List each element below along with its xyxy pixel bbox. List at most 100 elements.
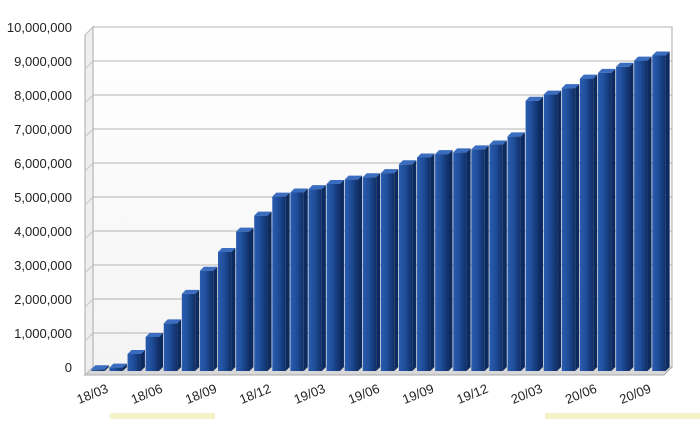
bar-front bbox=[435, 154, 449, 371]
bar bbox=[525, 96, 543, 371]
bar-front bbox=[489, 144, 503, 371]
bar-top bbox=[236, 227, 254, 232]
bar-series bbox=[91, 51, 670, 372]
bar bbox=[362, 173, 381, 371]
bar bbox=[507, 132, 525, 371]
bar-side bbox=[647, 56, 652, 371]
bar-front bbox=[362, 177, 377, 371]
y-tick-label: 4,000,000 bbox=[14, 224, 72, 239]
x-tick-label: 18/09 bbox=[183, 381, 219, 407]
bar-side bbox=[611, 68, 616, 371]
bar-side bbox=[575, 84, 580, 372]
bar-top bbox=[597, 68, 616, 73]
gridline-depth bbox=[84, 60, 94, 70]
bar-side bbox=[394, 169, 399, 371]
bar-side bbox=[303, 188, 308, 371]
bar-front bbox=[326, 184, 340, 371]
bar-top bbox=[91, 365, 109, 370]
bar bbox=[145, 333, 164, 371]
bar-top bbox=[145, 333, 164, 337]
bar-side bbox=[448, 150, 453, 371]
bar-top bbox=[525, 96, 543, 101]
bar-side bbox=[593, 74, 598, 371]
bar-top bbox=[507, 132, 525, 137]
x-tick-label: 20/06 bbox=[563, 381, 599, 407]
bar-side bbox=[376, 173, 381, 371]
bar-front bbox=[652, 55, 666, 371]
bar-side bbox=[412, 160, 417, 371]
bar-top bbox=[398, 160, 417, 165]
bar-front bbox=[561, 88, 576, 372]
bar-top bbox=[308, 185, 326, 190]
bar-front bbox=[543, 94, 558, 371]
bar bbox=[326, 180, 344, 371]
bar-front bbox=[272, 196, 286, 371]
bar-side bbox=[538, 96, 543, 371]
bar-side bbox=[104, 365, 109, 371]
bar-top bbox=[561, 84, 580, 89]
bar bbox=[236, 227, 254, 371]
gridline-depth bbox=[84, 128, 94, 138]
bar bbox=[579, 74, 598, 371]
x-tick-label: 18/06 bbox=[129, 381, 165, 407]
bar-front bbox=[236, 231, 250, 371]
bar-side bbox=[267, 211, 272, 371]
gridline-depth bbox=[84, 332, 94, 342]
bar-top bbox=[344, 175, 363, 180]
bar bbox=[561, 84, 580, 372]
bar bbox=[344, 175, 363, 371]
bar bbox=[163, 319, 182, 371]
bar-front bbox=[344, 179, 359, 371]
highlight-strip bbox=[545, 413, 700, 419]
bar-front bbox=[91, 369, 105, 371]
bar-front bbox=[597, 72, 612, 371]
bar bbox=[453, 148, 471, 371]
bar-front bbox=[308, 189, 322, 371]
bar-front bbox=[380, 173, 395, 371]
x-tick-label: 19/09 bbox=[400, 381, 436, 407]
bar-front bbox=[127, 354, 141, 371]
bar bbox=[634, 56, 652, 372]
bar bbox=[435, 150, 453, 371]
bar bbox=[652, 51, 670, 371]
gridline-depth bbox=[84, 264, 94, 274]
bar bbox=[597, 68, 616, 371]
bar-top bbox=[634, 56, 652, 61]
bar-top bbox=[616, 62, 634, 67]
y-tick-label: 1,000,000 bbox=[14, 326, 72, 341]
bar-side bbox=[140, 350, 145, 371]
bar bbox=[91, 365, 109, 371]
bar-side bbox=[484, 145, 489, 371]
bar-front bbox=[218, 252, 232, 371]
bar-front bbox=[507, 136, 521, 371]
bar-top bbox=[326, 180, 344, 184]
bar-side bbox=[195, 289, 200, 371]
gridline-depth bbox=[84, 162, 94, 172]
x-axis: 18/03 18/06 18/09 18/12 19/03 19/06 19/09 19/12… bbox=[74, 381, 653, 407]
y-tick-label: 10,000,000 bbox=[7, 20, 72, 35]
bar-side bbox=[430, 153, 435, 371]
bar-front bbox=[525, 100, 539, 371]
bar-top bbox=[579, 74, 598, 79]
bar-top bbox=[417, 153, 435, 158]
gridline-depth bbox=[84, 196, 94, 206]
bar-front bbox=[181, 293, 196, 371]
bar-side bbox=[177, 319, 182, 371]
bar bbox=[290, 188, 308, 371]
bar-top bbox=[127, 350, 145, 354]
bar-top bbox=[254, 211, 272, 216]
highlight-strip bbox=[110, 413, 215, 419]
bar-side bbox=[557, 90, 562, 371]
bar-side bbox=[466, 148, 471, 371]
x-tick-label: 18/03 bbox=[74, 381, 110, 407]
bar-top bbox=[290, 188, 308, 193]
x-tick-label: 20/09 bbox=[617, 381, 653, 407]
gridline-depth bbox=[84, 366, 94, 376]
gridline-depth bbox=[84, 230, 94, 240]
bar-top bbox=[272, 192, 290, 197]
x-tick-label: 18/12 bbox=[237, 381, 273, 407]
bar-front bbox=[417, 157, 431, 371]
y-tick-label: 5,000,000 bbox=[14, 190, 72, 205]
bar-side bbox=[285, 192, 290, 371]
